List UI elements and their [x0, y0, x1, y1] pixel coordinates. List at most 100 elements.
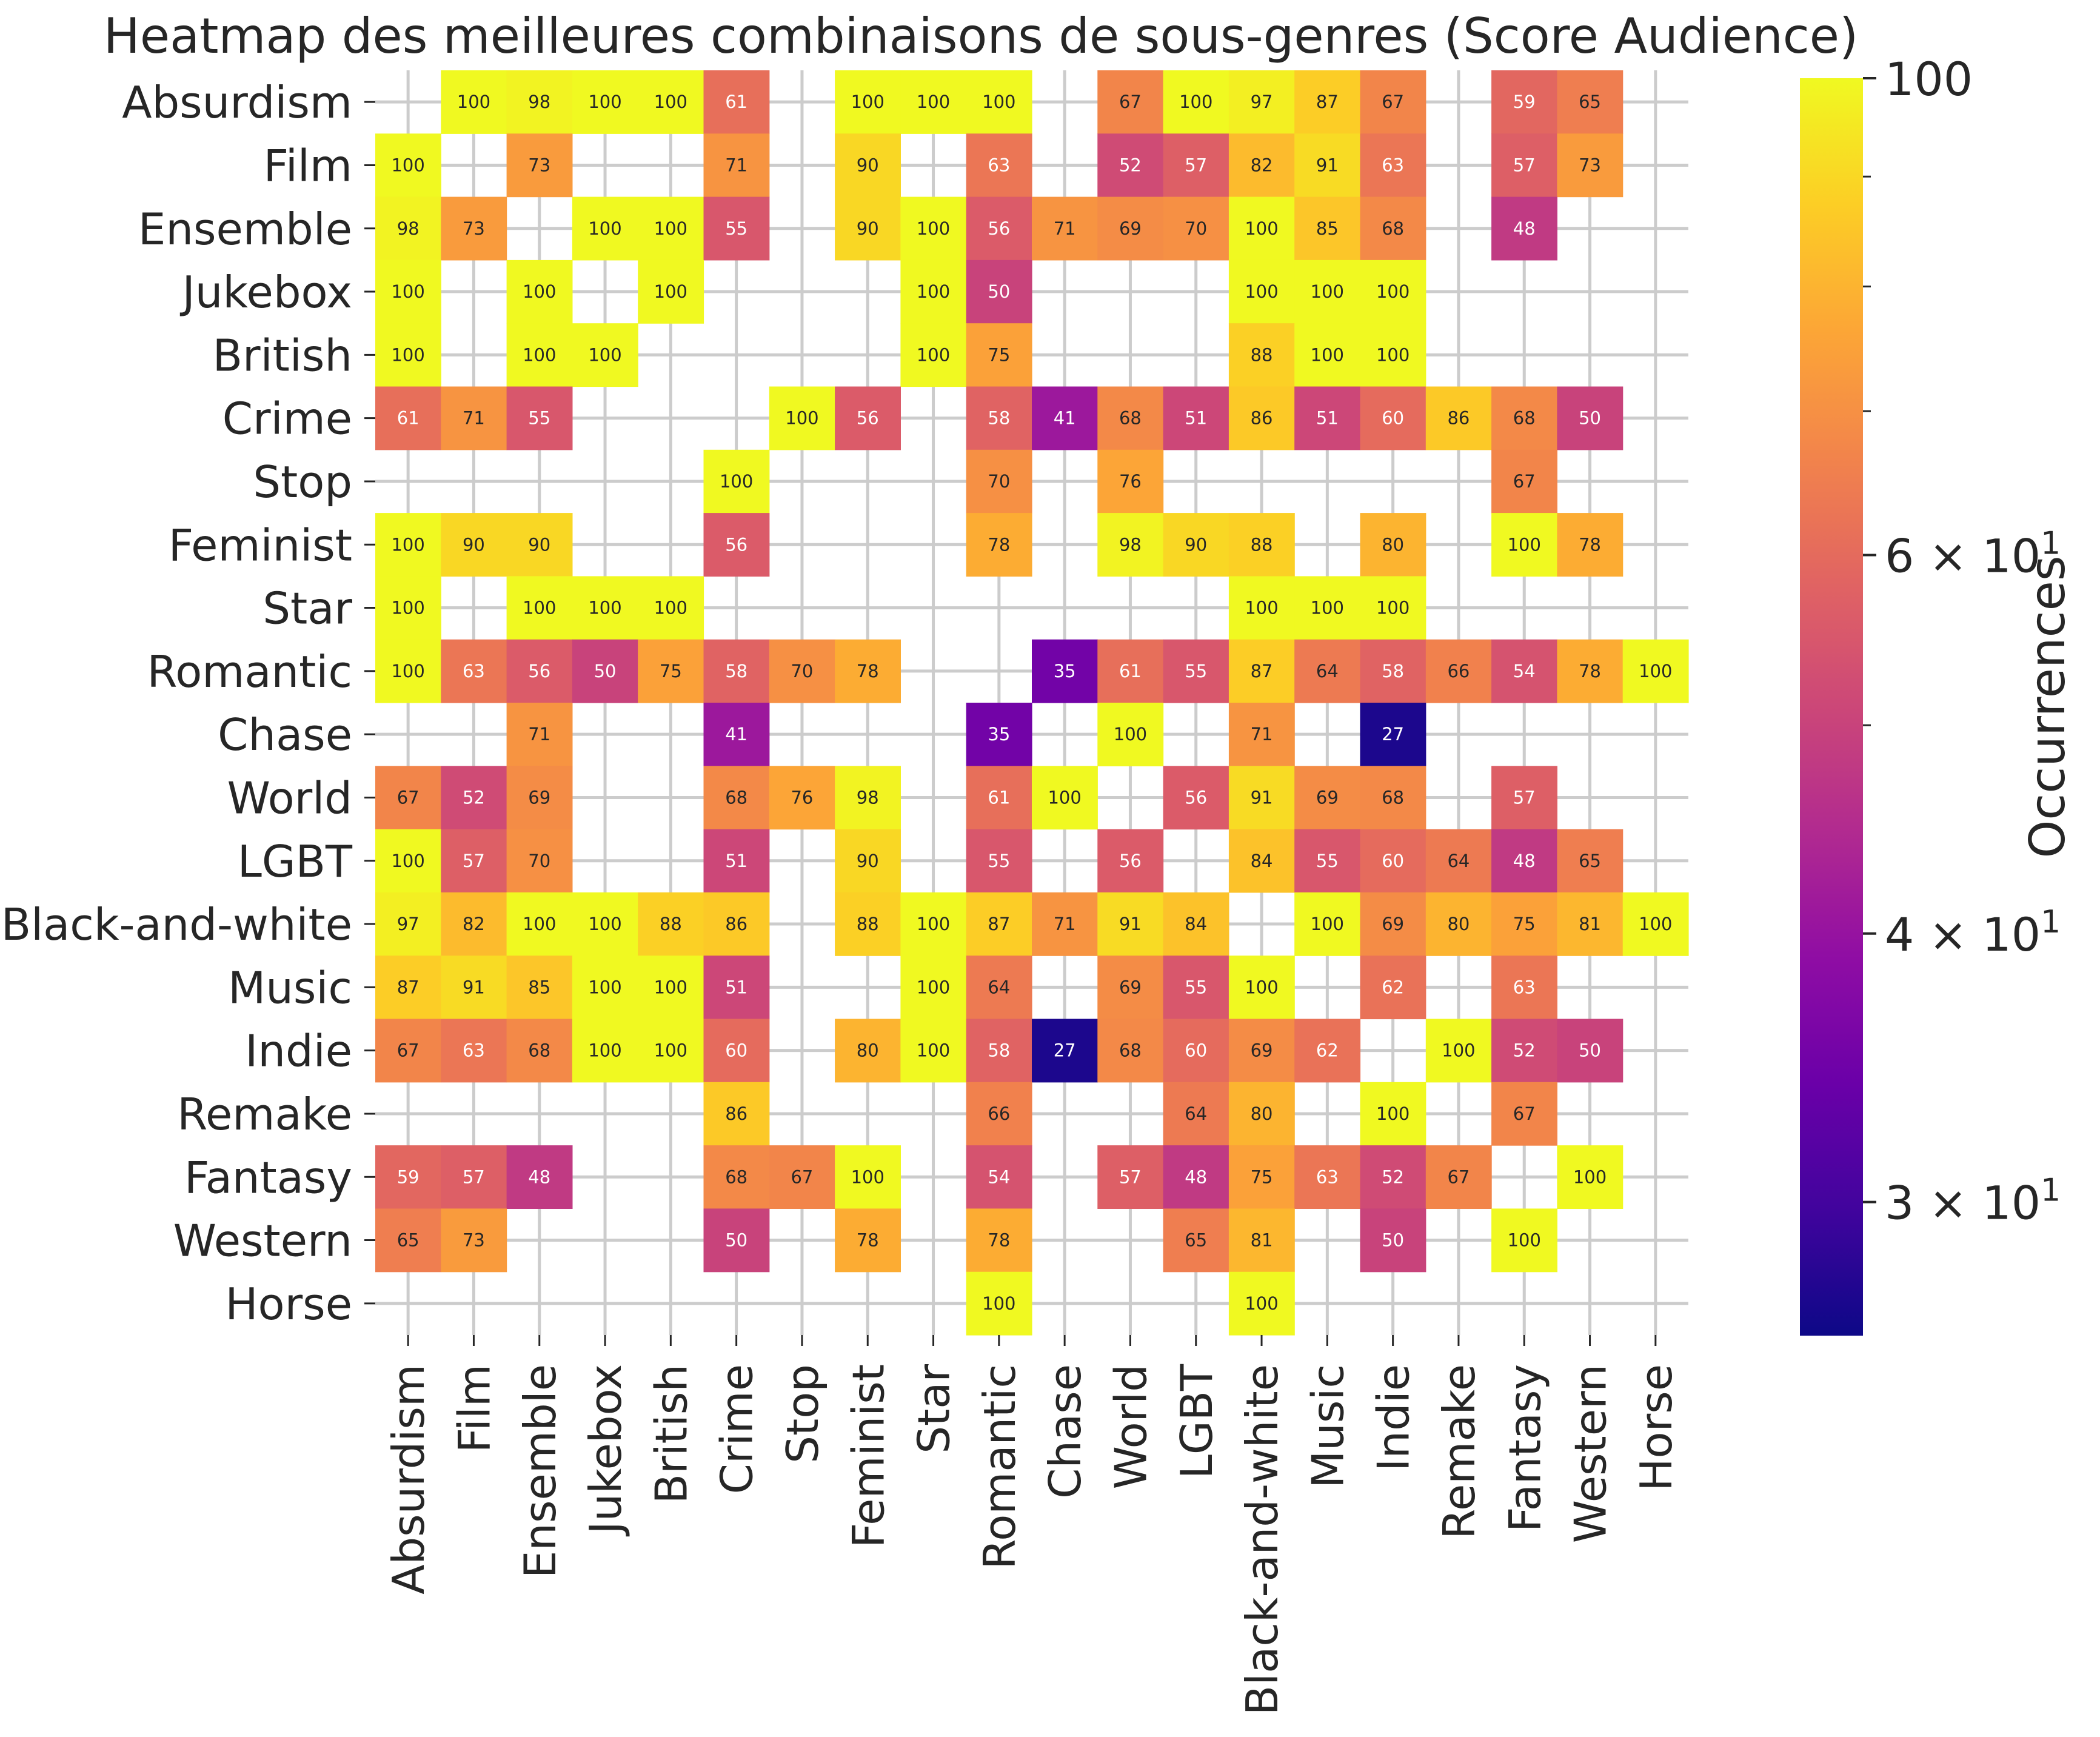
- cell-value-label: 71: [463, 408, 485, 429]
- heatmap-cell: [1294, 892, 1361, 956]
- heatmap-cell: [900, 70, 967, 134]
- heatmap-cell: [900, 1019, 967, 1083]
- cell-value-label: 48: [1513, 851, 1536, 871]
- cell-value-label: 80: [1251, 1103, 1273, 1124]
- heatmap-cell: [1163, 766, 1229, 830]
- cell-value-label: 100: [1639, 661, 1672, 681]
- cell-value-label: 100: [523, 598, 556, 618]
- cell-value-label: 67: [1513, 471, 1536, 492]
- heatmap-cell: [966, 1208, 1032, 1273]
- heatmap-cell: [638, 196, 704, 261]
- heatmap-cell: [966, 323, 1032, 387]
- y-tick-label: Music: [228, 962, 352, 1013]
- heatmap-cell: [572, 956, 638, 1020]
- heatmap-cell: [1097, 703, 1164, 766]
- heatmap-cell: [1294, 70, 1361, 134]
- cell-value-label: 78: [988, 1230, 1010, 1251]
- cell-value-label: 86: [725, 914, 747, 934]
- cell-value-label: 84: [1185, 914, 1207, 934]
- heatmap-cell: [1228, 956, 1295, 1020]
- heatmap-cell: [900, 323, 967, 387]
- colorbar-label: Occurrences: [2019, 555, 2076, 858]
- cell-value-label: 100: [917, 344, 950, 365]
- cell-value-label: 61: [725, 92, 747, 112]
- x-tick-label: Indie: [1368, 1364, 1419, 1471]
- heatmap-cell: [572, 1019, 638, 1083]
- cell-value-label: 71: [1054, 914, 1076, 934]
- colorbar-tick-label: 100: [1885, 52, 1973, 106]
- heatmap-cell: [1557, 1145, 1623, 1209]
- cell-value-label: 67: [397, 1040, 420, 1061]
- heatmap-cell: [638, 956, 704, 1020]
- x-tick-label: Music: [1302, 1364, 1353, 1488]
- heatmap-cell: [1425, 1145, 1492, 1209]
- heatmap-cell: [1360, 70, 1426, 134]
- cell-value-label: 88: [857, 914, 879, 934]
- heatmap-cell: [1360, 196, 1426, 261]
- cell-value-label: 100: [391, 281, 424, 302]
- heatmap-cell: [1294, 259, 1361, 324]
- cell-value-label: 65: [397, 1230, 420, 1251]
- cell-value-label: 100: [654, 281, 687, 302]
- heatmap-cell: [966, 133, 1032, 198]
- heatmap-cell: [506, 703, 573, 766]
- cell-value-label: 58: [725, 661, 747, 681]
- heatmap-cell: [1360, 133, 1426, 198]
- cell-value-label: 50: [594, 661, 617, 681]
- heatmap-cell: [703, 513, 770, 577]
- cell-value-label: 71: [1251, 724, 1273, 745]
- cell-value-label: 51: [725, 977, 747, 997]
- heatmap-cell: [375, 1145, 441, 1209]
- cell-value-label: 65: [1579, 92, 1601, 112]
- x-tick-label: Romantic: [974, 1364, 1025, 1570]
- cell-value-label: 90: [857, 155, 879, 175]
- heatmap-cell: [1097, 1019, 1164, 1083]
- heatmap-cell: [1228, 386, 1295, 450]
- heatmap-cell: [441, 70, 507, 134]
- cell-value-label: 81: [1579, 914, 1601, 934]
- cell-value-label: 100: [1376, 281, 1409, 302]
- cell-value-label: 76: [1119, 471, 1142, 492]
- heatmap-cell: [1360, 766, 1426, 830]
- cell-value-label: 90: [857, 851, 879, 871]
- heatmap-cell: [1360, 703, 1426, 766]
- cell-value-label: 100: [588, 344, 621, 365]
- heatmap-cell: [703, 892, 770, 956]
- cell-labels: 100 98 100 100 61 100 100 100 67 100 97 87 67 59 65 100…: [391, 92, 1672, 1314]
- cell-value-label: 86: [725, 1103, 747, 1124]
- heatmap-cell: [1163, 133, 1229, 198]
- y-tick-label: Horse: [225, 1279, 352, 1330]
- heatmap-cell: [375, 196, 441, 261]
- x-tick-label: British: [646, 1364, 697, 1504]
- heatmap-cell: [572, 639, 638, 703]
- cell-value-label: 66: [1447, 661, 1470, 681]
- heatmap-cell: [1294, 576, 1361, 640]
- heatmap-cell: [966, 449, 1032, 514]
- x-tick-label: Remake: [1434, 1364, 1485, 1539]
- cell-value-label: 57: [1513, 155, 1536, 175]
- cell-value-label: 35: [988, 724, 1010, 745]
- y-tick-label: Black-and-white: [1, 899, 352, 950]
- cell-value-label: 58: [988, 1040, 1010, 1061]
- heatmap-cell: [1622, 639, 1689, 703]
- heatmap-cell: [966, 829, 1032, 893]
- heatmap-cell: [506, 1145, 573, 1209]
- heatmap-cell: [900, 892, 967, 956]
- cell-value-label: 67: [791, 1166, 813, 1187]
- cell-value-label: 100: [1048, 787, 1081, 808]
- heatmap-cell: [441, 829, 507, 893]
- heatmap-cell: [1360, 829, 1426, 893]
- heatmap-cell: [441, 1019, 507, 1083]
- cell-value-label: 100: [917, 977, 950, 997]
- cell-value-label: 52: [463, 787, 485, 808]
- y-tick-label: Star: [262, 583, 352, 634]
- heatmap-cell: [835, 892, 901, 956]
- cell-value-label: 71: [1054, 218, 1076, 239]
- cell-value-label: 55: [1185, 977, 1207, 997]
- heatmap-cell: [638, 892, 704, 956]
- cell-value-label: 100: [851, 92, 884, 112]
- cell-value-label: 56: [1119, 851, 1142, 871]
- cell-value-label: 41: [1054, 408, 1076, 429]
- cell-value-label: 100: [391, 661, 424, 681]
- cell-value-label: 64: [1316, 661, 1339, 681]
